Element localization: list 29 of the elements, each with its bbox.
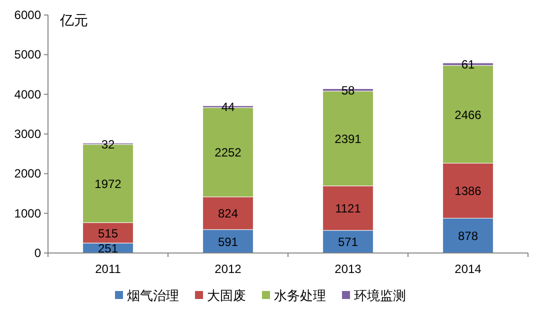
- data-label: 515: [98, 226, 118, 240]
- data-label: 571: [338, 235, 358, 250]
- legend-label: 环境监测: [354, 288, 406, 303]
- legend-label: 水务处理: [274, 288, 326, 303]
- x-tick-label: 2013: [334, 262, 362, 276]
- data-label: 251: [98, 242, 118, 256]
- y-tick-label: 6000: [14, 8, 42, 22]
- y-axis-title: 亿元: [59, 12, 88, 28]
- data-label: 2252: [214, 146, 242, 160]
- legend-label: 烟气治理: [127, 288, 179, 303]
- data-label: 2391: [334, 132, 362, 146]
- data-label: 824: [218, 206, 238, 221]
- y-tick-label: 3000: [14, 127, 42, 141]
- data-label: 32: [101, 137, 115, 152]
- x-tick-label: 2014: [454, 262, 482, 276]
- data-label: 1386: [454, 184, 482, 198]
- data-label: 1121: [335, 202, 362, 216]
- y-tick-label: 1000: [14, 206, 42, 220]
- data-label: 1972: [94, 177, 122, 192]
- legend-label: 大固废: [207, 288, 246, 303]
- x-tick-label: 2011: [95, 262, 122, 276]
- y-tick-label: 5000: [14, 48, 42, 62]
- data-label: 2466: [454, 108, 482, 122]
- data-label: 591: [218, 234, 238, 249]
- y-tick-label: 2000: [14, 166, 42, 181]
- y-tick-label: 0: [34, 246, 42, 260]
- x-tick-label: 2012: [214, 262, 242, 276]
- data-label: 878: [458, 229, 478, 244]
- y-tick-label: 4000: [14, 87, 42, 102]
